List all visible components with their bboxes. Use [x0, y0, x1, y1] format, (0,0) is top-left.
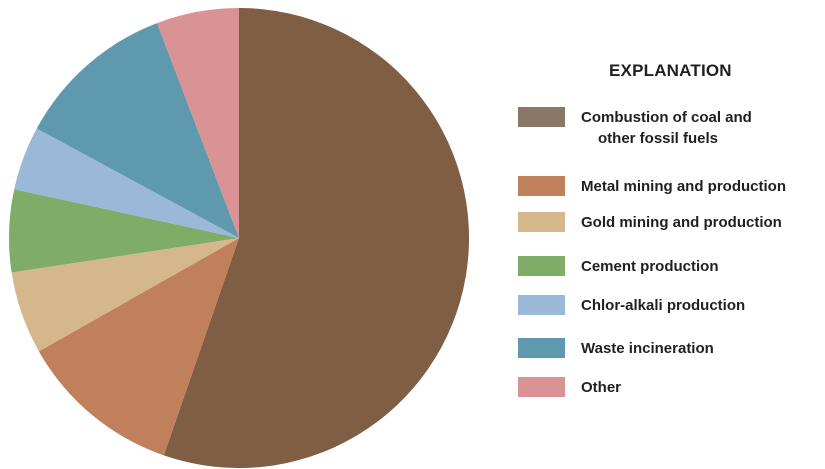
legend-label-line1: Metal mining and production	[581, 178, 786, 195]
pie-slice-7	[157, 8, 239, 238]
pie-slice-3	[11, 238, 239, 352]
legend-label-line2: other fossil fuels	[598, 130, 719, 147]
legend-label-line1: Chlor-alkali production	[581, 297, 746, 314]
pie-slice-6	[36, 23, 240, 238]
legend-swatch	[518, 295, 565, 315]
legend-label: Waste incineration	[581, 338, 714, 359]
legend-label: Other	[581, 377, 621, 398]
legend-label: Gold mining and production	[581, 212, 782, 233]
legend-label-line1: Waste incineration	[581, 340, 714, 357]
legend-label: Metal mining and production	[581, 176, 786, 197]
legend-label-line1: Other	[581, 379, 622, 396]
legend-label-line1: Gold mining and production	[581, 214, 782, 231]
legend-title: EXPLANATION	[609, 61, 732, 80]
legend-label: Chlor-alkali production	[581, 295, 745, 316]
legend-swatch	[518, 212, 565, 232]
legend-swatch	[518, 256, 565, 276]
pie-slices	[9, 7, 470, 469]
legend-label-line1: Combustion of coal and	[581, 109, 752, 126]
legend-swatch	[518, 338, 565, 358]
legend-label: Cement production	[581, 256, 719, 277]
pie-slice-5	[14, 128, 240, 238]
legend-swatch	[518, 107, 565, 127]
pie-slice-1	[163, 7, 470, 469]
legend-swatch	[518, 176, 565, 196]
pie-slice-2	[38, 238, 239, 456]
pie-chart	[9, 7, 470, 469]
legend-label-line1: Cement production	[581, 258, 719, 275]
pie-slice-4	[9, 189, 240, 273]
legend-swatch	[518, 377, 565, 397]
legend-label: Combustion of coal and other fossil fuels	[581, 107, 752, 149]
